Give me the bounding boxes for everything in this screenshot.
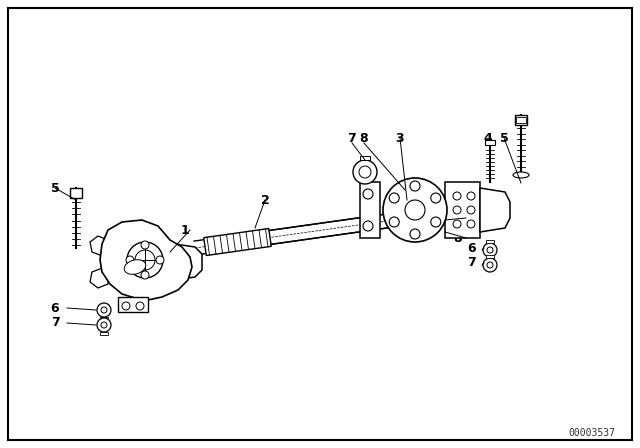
Text: 1: 1 [180, 224, 189, 237]
Polygon shape [118, 297, 148, 312]
Circle shape [353, 160, 377, 184]
Circle shape [359, 166, 371, 178]
Polygon shape [445, 182, 480, 238]
Circle shape [389, 193, 399, 203]
Text: 4: 4 [484, 132, 492, 145]
Circle shape [135, 250, 155, 270]
Circle shape [467, 192, 475, 200]
Circle shape [141, 271, 149, 279]
Circle shape [141, 241, 149, 249]
Circle shape [483, 258, 497, 272]
Circle shape [156, 256, 164, 264]
Text: 8: 8 [454, 232, 462, 245]
Circle shape [97, 318, 111, 332]
Polygon shape [480, 188, 510, 232]
Text: 5: 5 [500, 132, 508, 145]
Circle shape [363, 189, 373, 199]
Text: 7: 7 [51, 316, 60, 329]
Polygon shape [360, 182, 380, 238]
Polygon shape [175, 244, 202, 280]
Text: 5: 5 [51, 181, 60, 194]
Circle shape [431, 193, 441, 203]
Circle shape [136, 302, 144, 310]
Circle shape [405, 200, 425, 220]
Polygon shape [90, 267, 108, 288]
Circle shape [453, 206, 461, 214]
Polygon shape [100, 332, 108, 335]
Circle shape [483, 243, 497, 257]
Circle shape [467, 220, 475, 228]
Circle shape [122, 302, 130, 310]
Circle shape [487, 247, 493, 253]
Circle shape [453, 192, 461, 200]
Text: 00003537: 00003537 [568, 428, 615, 438]
Polygon shape [70, 188, 82, 198]
Polygon shape [360, 156, 370, 160]
Text: 2: 2 [260, 194, 269, 207]
Polygon shape [100, 317, 108, 320]
Ellipse shape [513, 172, 529, 178]
Text: 8: 8 [360, 132, 368, 145]
Circle shape [389, 217, 399, 227]
Polygon shape [515, 115, 527, 125]
Circle shape [126, 256, 134, 264]
Circle shape [101, 322, 107, 328]
Circle shape [97, 303, 111, 317]
Circle shape [363, 221, 373, 231]
Polygon shape [486, 255, 494, 258]
Circle shape [127, 242, 163, 278]
Circle shape [431, 217, 441, 227]
Circle shape [410, 229, 420, 239]
Text: 6: 6 [51, 302, 60, 314]
Polygon shape [516, 117, 526, 123]
Text: 6: 6 [468, 241, 476, 254]
Polygon shape [204, 228, 271, 255]
Ellipse shape [124, 260, 146, 274]
Circle shape [101, 307, 107, 313]
Circle shape [453, 220, 461, 228]
Polygon shape [100, 220, 192, 300]
Circle shape [467, 206, 475, 214]
Polygon shape [485, 140, 495, 145]
Circle shape [410, 181, 420, 191]
Circle shape [487, 262, 493, 268]
Text: 7: 7 [468, 257, 476, 270]
Text: 8: 8 [454, 211, 462, 224]
Circle shape [383, 178, 447, 242]
Text: 3: 3 [396, 132, 404, 145]
Text: 7: 7 [348, 132, 356, 145]
Polygon shape [90, 236, 108, 257]
Polygon shape [486, 240, 494, 243]
